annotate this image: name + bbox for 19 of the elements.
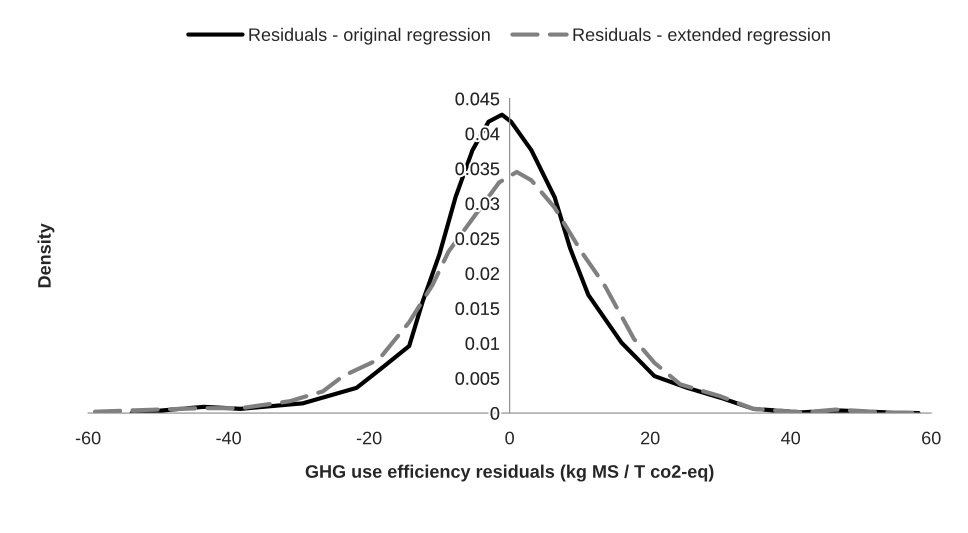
y-tick-label: 0.015 — [455, 302, 500, 315]
x-tick-label: 60 — [922, 432, 941, 444]
y-tick-label: 0.02 — [465, 267, 500, 280]
legend-label: Residuals - original regression — [249, 28, 490, 45]
x-tick-label: 0 — [505, 432, 514, 444]
y-axis-title: Density — [38, 223, 54, 288]
x-tick-label: -20 — [356, 432, 382, 444]
y-tick-label: 0 — [490, 407, 500, 420]
x-axis-title: GHG use efficiency residuals (kg MS / T co2-eq) — [306, 464, 714, 482]
x-tick-label: 40 — [781, 432, 800, 444]
y-tick-label: 0.01 — [465, 337, 500, 350]
y-tick-label: 0.025 — [455, 232, 500, 246]
x-tick-label: -60 — [76, 432, 100, 444]
legend-label: Residuals - extended regression — [574, 28, 830, 45]
y-tick-label: 0.045 — [455, 92, 500, 106]
y-tick-label: 0.005 — [455, 372, 500, 385]
y-tick-label: 0.03 — [465, 197, 500, 210]
x-tick-label: -40 — [216, 432, 241, 444]
x-tick-label: 20 — [641, 432, 660, 444]
